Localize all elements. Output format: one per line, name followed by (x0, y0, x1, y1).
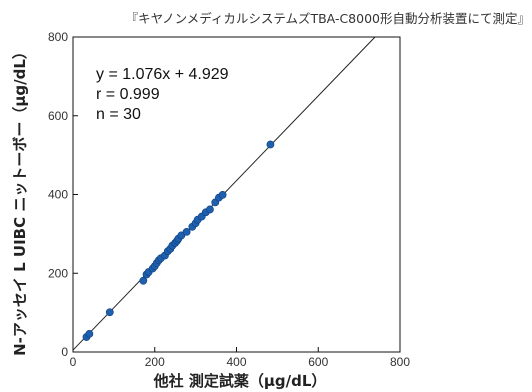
plot-frame (72, 36, 401, 353)
x-axis-ticks: 0 200 400 600 800 (70, 347, 410, 369)
x-tick-label: 800 (390, 355, 410, 369)
y-tick-label: 600 (48, 109, 68, 123)
data-point (177, 231, 186, 240)
y-tick-label: 200 (48, 266, 68, 280)
y-tick-label: 400 (48, 188, 68, 202)
data-point (218, 190, 227, 199)
regression-equation: y = 1.076x + 4.929 (96, 66, 229, 83)
data-point (105, 308, 114, 317)
chart-title: 『キヤノンメディカルシステムズTBA-C8000形自動分析装置にて測定』 (126, 11, 530, 26)
x-tick-label: 600 (308, 355, 328, 369)
y-axis-ticks: 0 200 400 600 800 (48, 30, 78, 359)
correlation-coefficient: r = 0.999 (96, 86, 160, 103)
sample-count: n = 30 (96, 106, 141, 123)
x-tick-label: 400 (226, 355, 246, 369)
x-tick-label: 200 (145, 355, 165, 369)
x-tick-label: 0 (70, 355, 77, 369)
data-point (139, 276, 148, 285)
y-axis-title: N-アッセイ L UIBC ニットーボー（μg/dL） (11, 44, 29, 356)
data-point (266, 140, 275, 149)
y-tick-label: 0 (61, 345, 68, 359)
data-point (85, 329, 94, 338)
data-point (182, 228, 191, 236)
y-tick-label: 800 (48, 30, 68, 44)
x-axis-title: 他社 測定試薬（μg/dL） (153, 372, 327, 390)
data-points (82, 140, 275, 341)
data-point (206, 205, 214, 214)
